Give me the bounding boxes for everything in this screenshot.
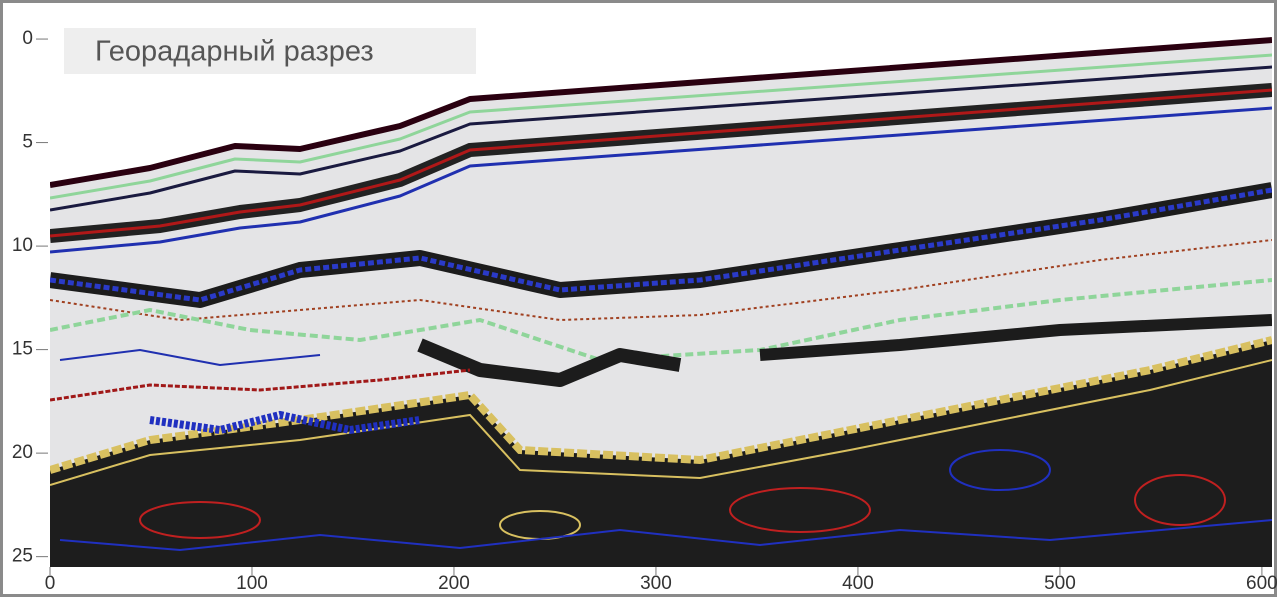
y-tick-label: 20: [12, 442, 33, 463]
y-tick-label: 15: [12, 339, 33, 360]
title-box: [64, 28, 476, 74]
x-tick-label: 300: [640, 573, 672, 594]
chart-title: Георадарный разрез: [95, 36, 374, 68]
y-tick-label: 5: [22, 132, 33, 153]
x-tick-label: 100: [236, 573, 268, 594]
x-tick-label: 200: [438, 573, 470, 594]
y-tick-label: 25: [12, 546, 33, 567]
x-tick-label: 500: [1044, 573, 1076, 594]
x-tick-label: 600: [1246, 573, 1277, 594]
x-tick-label: 0: [45, 573, 56, 594]
x-tick-label: 400: [842, 573, 874, 594]
y-tick-label: 0: [22, 28, 33, 49]
y-tick-label: 10: [12, 235, 33, 256]
radargram-image: [50, 37, 1272, 567]
